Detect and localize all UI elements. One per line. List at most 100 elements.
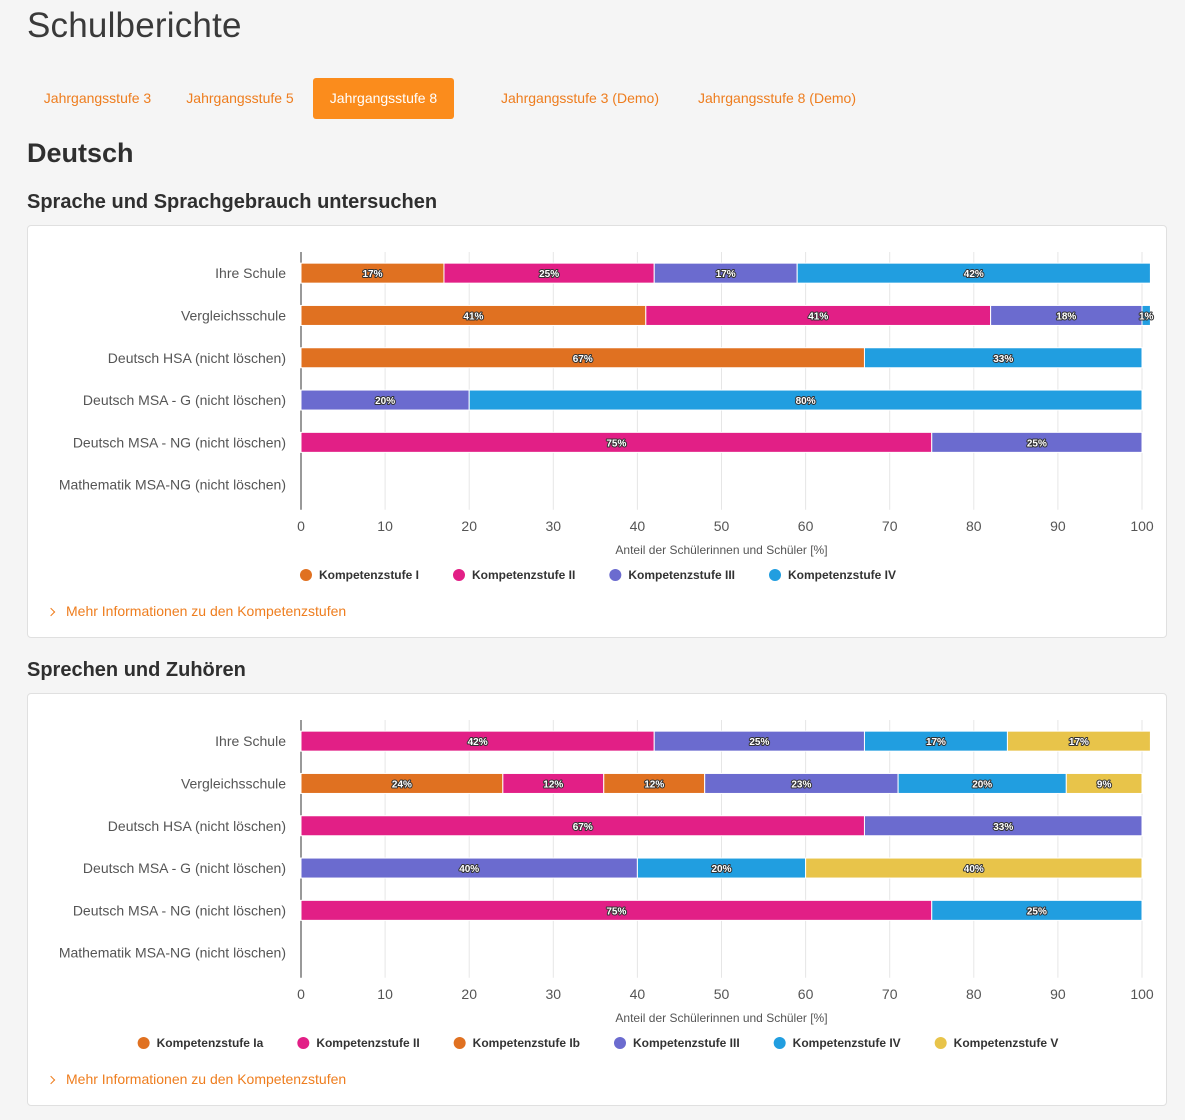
- data-label: 20%: [375, 396, 395, 407]
- legend-label: Kompetenzstufe III: [633, 1036, 740, 1050]
- bar-kompetenzstufe-iv: [468, 389, 1143, 411]
- data-label: 25%: [749, 737, 769, 748]
- legend: Kompetenzstufe I Kompetenzstufe II Kompete…: [299, 568, 896, 582]
- x-tick-label: 50: [714, 986, 730, 1002]
- gridlines: [300, 720, 1143, 978]
- x-axis-title: Anteil der Schülerinnen und Schüler [%]: [615, 1011, 827, 1025]
- data-label: 20%: [972, 779, 992, 790]
- bar-kompetenzstufe-v: [805, 857, 1143, 879]
- x-tick-label: 60: [798, 986, 814, 1002]
- x-tick-label: 20: [461, 986, 477, 1002]
- legend-label: Kompetenzstufe IV: [788, 568, 896, 582]
- data-label: 67%: [573, 822, 593, 833]
- legend-swatch: [934, 1037, 947, 1049]
- tab-jahrgangsstufe-8[interactable]: Jahrgangsstufe 8: [313, 78, 454, 119]
- data-label: 33%: [993, 822, 1013, 833]
- x-tick-label: 40: [630, 518, 646, 534]
- data-label: 42%: [964, 269, 984, 280]
- chart-card-sprechen: Ihre Schule Vergleichsschule Deutsch HSA (…: [27, 693, 1167, 1106]
- legend-item-kompetenzstufe-v: Kompetenzstufe V: [934, 1036, 1058, 1050]
- bar-kompetenzstufe-iv: [796, 262, 1151, 284]
- data-label: 41%: [808, 311, 828, 322]
- more-info-label: Mehr Informationen zu den Kompetenzstufe…: [66, 603, 347, 619]
- tab-jahrgangsstufe-5[interactable]: Jahrgangsstufe 5: [186, 90, 294, 106]
- bar-kompetenzstufe-v: [1006, 730, 1151, 752]
- category-label: Ihre Schule: [215, 265, 286, 281]
- legend: Kompetenzstufe Ia Kompetenzstufe II Kompet…: [137, 1036, 1058, 1050]
- legend-item-kompetenzstufe-ii: Kompetenzstufe II: [297, 1036, 420, 1050]
- x-tick-label: 80: [966, 986, 982, 1002]
- x-tick-label: 70: [882, 986, 898, 1002]
- legend-label: Kompetenzstufe IV: [793, 1036, 901, 1050]
- data-label: 9%: [1097, 779, 1112, 790]
- category-label: Mathematik MSA-NG (nicht löschen): [59, 477, 286, 493]
- chevron-right-icon: [46, 1075, 56, 1085]
- data-label: 12%: [543, 779, 563, 790]
- x-tick-label: 70: [882, 518, 898, 534]
- data-label: 42%: [468, 737, 488, 748]
- gridlines: [300, 252, 1143, 510]
- data-label: 25%: [1027, 906, 1047, 917]
- data-label: 17%: [362, 269, 382, 280]
- data-label: 25%: [539, 269, 559, 280]
- subject-title: Deutsch: [27, 138, 134, 168]
- category-label: Deutsch MSA - NG (nicht löschen): [73, 902, 286, 918]
- chart-card-sprache: Ihre Schule Vergleichsschule Deutsch HSA (…: [27, 225, 1167, 638]
- section-title-sprechen: Sprechen und Zuhören: [27, 659, 246, 681]
- x-tick-label: 10: [377, 518, 393, 534]
- x-tick-label: 100: [1130, 986, 1154, 1002]
- bars: 17% 25% 17% 42% 41% 41% 18% 1% 67% 33% 20% 80% 75% 25…: [300, 262, 1155, 453]
- chevron-right-icon: [46, 607, 56, 617]
- x-tick-label: 50: [714, 518, 730, 534]
- legend-item-kompetenzstufe-i: Kompetenzstufe I: [299, 568, 419, 582]
- category-label: Deutsch MSA - NG (nicht löschen): [73, 434, 286, 450]
- legend-label: Kompetenzstufe II: [316, 1036, 419, 1050]
- bar-kompetenzstufe-iv: [1141, 304, 1151, 326]
- tab-jahrgangsstufe-3[interactable]: Jahrgangsstufe 3: [43, 90, 152, 106]
- legend-item-kompetenzstufe-ia: Kompetenzstufe Ia: [137, 1036, 264, 1050]
- data-label: 17%: [716, 269, 736, 280]
- data-label: 1%: [1139, 311, 1154, 322]
- legend-label: Kompetenzstufe II: [472, 568, 575, 582]
- tab-jahrgangsstufe-8-demo[interactable]: Jahrgangsstufe 8 (Demo): [698, 90, 856, 106]
- category-label: Deutsch HSA (nicht löschen): [108, 818, 286, 834]
- legend-swatch: [769, 569, 782, 581]
- data-label: 75%: [606, 906, 626, 917]
- legend-item-kompetenzstufe-iii: Kompetenzstufe III: [613, 1036, 740, 1050]
- legend-swatch: [613, 1037, 626, 1049]
- data-label: 25%: [1027, 438, 1047, 449]
- category-label: Deutsch MSA - G (nicht löschen): [83, 392, 286, 408]
- legend-swatch: [609, 569, 622, 581]
- legend-swatch: [452, 569, 465, 581]
- legend-item-kompetenzstufe-ii: Kompetenzstufe II: [452, 568, 575, 582]
- legend-item-kompetenzstufe-iv: Kompetenzstufe IV: [773, 1036, 901, 1050]
- x-tick-label: 100: [1130, 518, 1154, 534]
- x-tick-label: 60: [798, 518, 814, 534]
- data-label: 17%: [1069, 737, 1089, 748]
- data-label: 41%: [463, 311, 483, 322]
- legend-swatch: [137, 1037, 150, 1049]
- category-label: Vergleichsschule: [181, 775, 286, 791]
- data-label: 24%: [392, 779, 412, 790]
- bar-kompetenzstufe-iv: [863, 347, 1143, 369]
- x-tick-label: 0: [297, 986, 305, 1002]
- category-label: Deutsch MSA - G (nicht löschen): [83, 860, 286, 876]
- x-tick-label: 10: [377, 986, 393, 1002]
- more-info-link[interactable]: Mehr Informationen zu den Kompetenzstufe…: [46, 603, 347, 619]
- bars: 42% 25% 17% 17% 24% 12% 12% 23% 20% 9% 67% 33% 40% 20…: [300, 730, 1151, 921]
- data-label: 17%: [926, 737, 946, 748]
- stacked-bar-chart-sprechen: Ihre Schule Vergleichsschule Deutsch HSA (…: [59, 720, 1154, 1050]
- x-axis-title: Anteil der Schülerinnen und Schüler [%]: [615, 543, 827, 557]
- data-label: 67%: [573, 354, 593, 365]
- bar-kompetenzstufe-iv: [931, 899, 1143, 921]
- legend-label: Kompetenzstufe I: [319, 568, 419, 582]
- more-info-link[interactable]: Mehr Informationen zu den Kompetenzstufe…: [46, 1071, 346, 1087]
- tab-jahrgangsstufe-3-demo[interactable]: Jahrgangsstufe 3 (Demo): [501, 90, 659, 106]
- page-title: Schulberichte: [27, 6, 242, 45]
- legend-label: Kompetenzstufe III: [628, 568, 735, 582]
- legend-swatch: [297, 1037, 310, 1049]
- legend-swatch: [453, 1037, 466, 1049]
- x-tick-label: 40: [630, 986, 646, 1002]
- x-tick-label: 80: [966, 518, 982, 534]
- legend-item-kompetenzstufe-iv: Kompetenzstufe IV: [769, 568, 896, 582]
